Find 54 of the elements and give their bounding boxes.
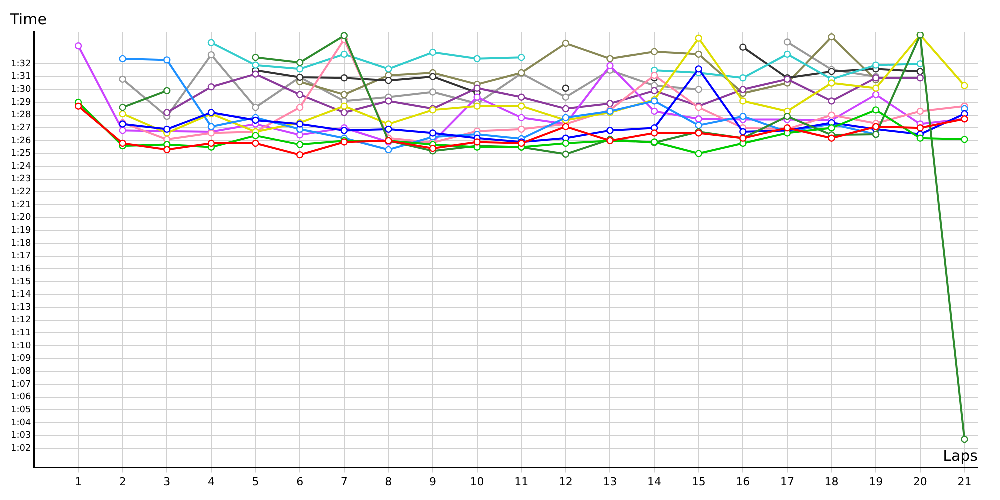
y-tick-label: 1:31 (10, 72, 32, 82)
x-tick-label: 2 (119, 475, 126, 488)
y-tick-label: 1:06 (10, 392, 32, 403)
y-tick-label: 1:14 (10, 290, 32, 300)
y-tick-label: 1:08 (10, 367, 32, 378)
x-tick-label: 16 (736, 475, 750, 488)
y-tick-label: 1:32 (10, 59, 32, 70)
x-tick-label: 8 (385, 475, 392, 488)
y-tick-label: 1:26 (10, 136, 32, 146)
y-tick-label: 1:10 (10, 341, 32, 352)
x-tick-label: 20 (913, 475, 928, 488)
y-tick-label: 1:21 (10, 200, 32, 210)
x-tick-label: 1 (75, 475, 82, 488)
y-tick-label: 1:23 (10, 174, 32, 185)
y-tick-label: 1:28 (10, 110, 32, 121)
x-tick-label: 21 (958, 475, 972, 488)
x-tick-label: 12 (558, 475, 573, 488)
x-axis-title: Laps (943, 447, 978, 466)
x-tick-label: 18 (824, 475, 839, 488)
y-tick-label: 1:09 (10, 354, 32, 364)
x-tick-label: 11 (514, 475, 529, 488)
x-tick-label: 9 (429, 475, 436, 488)
y-tick-label: 1:30 (10, 85, 32, 96)
y-tick-label: 1:03 (10, 431, 32, 442)
y-tick-label: 1:11 (10, 328, 32, 339)
y-tick-label: 1:20 (10, 213, 32, 224)
y-tick-label: 1:27 (10, 123, 32, 134)
y-tick-label: 1:04 (10, 418, 32, 428)
y-axis-title: Time (9, 10, 47, 28)
y-tick-label: 1:05 (10, 405, 32, 416)
y-tick-label: 1:29 (10, 98, 32, 108)
x-tick-label: 7 (340, 475, 348, 488)
x-tick-label: 15 (692, 475, 706, 488)
x-tick-label: 17 (780, 475, 794, 488)
y-tick-label: 1:15 (10, 277, 32, 288)
y-tick-label: 1:18 (10, 238, 32, 249)
y-tick-label: 1:24 (10, 162, 32, 172)
y-tick-label: 1:07 (10, 380, 32, 390)
y-tick-label: 1:13 (10, 302, 32, 313)
y-tick-label: 1:19 (10, 226, 32, 236)
y-tick-label: 1:17 (10, 252, 32, 262)
x-tick-label: 13 (603, 475, 618, 488)
x-tick-label: 14 (648, 475, 662, 488)
x-tick-label: 19 (869, 475, 884, 488)
y-tick-label: 1:25 (10, 149, 32, 160)
x-tick-label: 5 (252, 475, 260, 488)
x-tick-label: 6 (296, 475, 304, 488)
x-tick-label: 3 (164, 475, 171, 488)
x-tick-label: 10 (470, 475, 484, 488)
y-tick-label: 1:02 (10, 444, 32, 454)
x-tick-label: 4 (208, 475, 215, 488)
y-tick-label: 1:22 (10, 188, 32, 198)
y-tick-label: 1:12 (10, 316, 32, 326)
y-tick-label: 1:16 (10, 264, 32, 274)
